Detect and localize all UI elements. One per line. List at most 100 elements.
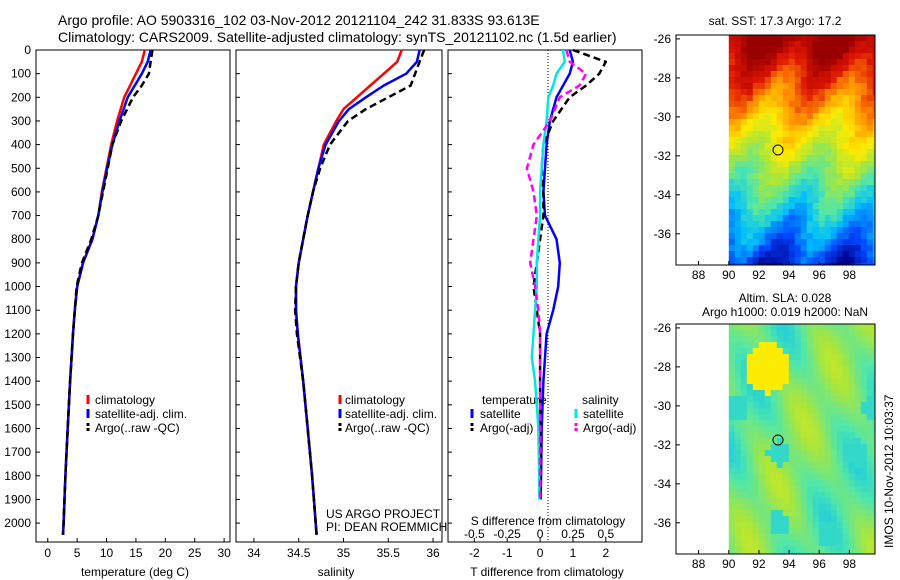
heatmap-cell [824, 420, 832, 427]
heatmap-cell [872, 227, 875, 234]
heatmap-cell [758, 53, 766, 60]
heatmap-cell [872, 71, 875, 78]
heatmap-cell [788, 432, 796, 439]
heatmap-cell [770, 239, 778, 246]
heatmap-cell [836, 438, 844, 445]
heatmap-cell [812, 137, 820, 144]
heatmap-cell [788, 239, 796, 246]
heatmap-cell [860, 209, 868, 216]
heatmap-cell [860, 348, 868, 355]
heatmap-cell [800, 257, 808, 264]
heatmap-cell [872, 221, 875, 228]
heatmap-cell [854, 480, 862, 487]
heatmap-cell [752, 101, 760, 108]
heatmap-cell [746, 504, 754, 511]
heatmap-cell [824, 227, 832, 234]
heatmap-cell [794, 173, 802, 180]
heatmap-cell [764, 203, 772, 210]
heatmap-cell [848, 239, 856, 246]
x-tick-label: 0 [44, 546, 51, 560]
heatmap-cell [788, 125, 796, 132]
heatmap-cell [848, 384, 856, 391]
heatmap-cell [812, 336, 820, 343]
heatmap-cell [866, 402, 874, 409]
heatmap-cell [794, 83, 802, 90]
heatmap-cell [782, 324, 790, 331]
heatmap-cell [824, 125, 832, 132]
heatmap-cell [860, 233, 868, 240]
heatmap-cell [740, 408, 748, 415]
heatmap-cell [824, 534, 832, 541]
heatmap-cell [782, 456, 790, 463]
heatmap-cell [800, 245, 808, 252]
heatmap-cell [740, 444, 748, 451]
heatmap-cell [734, 498, 742, 505]
heatmap-cell [830, 474, 838, 481]
heatmap-cell [860, 77, 868, 84]
heatmap-cell [782, 251, 790, 258]
heatmap-cell [818, 426, 826, 433]
heatmap-cell [764, 251, 772, 258]
heatmap-cell [728, 462, 736, 469]
heatmap-cell [758, 462, 766, 469]
heatmap-cell [854, 438, 862, 445]
heatmap-cell [872, 191, 875, 198]
heatmap-cell [734, 330, 742, 337]
heatmap-cell [830, 426, 838, 433]
heatmap-cell [728, 438, 736, 445]
heatmap-cell [866, 456, 874, 463]
heatmap-cell [836, 95, 844, 102]
heatmap-cell [734, 203, 742, 210]
heatmap-cell [848, 59, 856, 66]
heatmap-cell [746, 77, 754, 84]
heatmap-cell [764, 245, 772, 252]
title-line-2: Climatology: CARS2009. Satellite-adjuste… [58, 29, 617, 45]
heatmap-cell [740, 462, 748, 469]
heatmap-cell [830, 438, 838, 445]
heatmap-cell [872, 47, 875, 54]
heatmap-cell [872, 143, 875, 150]
heatmap-cell [764, 143, 772, 150]
heatmap-cell [764, 444, 772, 451]
heatmap-cell [830, 215, 838, 222]
heatmap-cell [848, 173, 856, 180]
heatmap-cell [842, 540, 850, 547]
heatmap-cell [800, 131, 808, 138]
heatmap-cell [764, 125, 772, 132]
heatmap-cell [812, 528, 820, 535]
heatmap-cell [854, 215, 862, 222]
heatmap-cell [770, 233, 778, 240]
heatmap-cell [770, 35, 778, 42]
heatmap-cell [872, 101, 875, 108]
heatmap-cell [800, 227, 808, 234]
heatmap-cell [860, 179, 868, 186]
heatmap-cell [746, 191, 754, 198]
heatmap-cell [776, 89, 784, 96]
heatmap-cell [806, 492, 814, 499]
heatmap-cell [842, 348, 850, 355]
heatmap-cell [866, 53, 874, 60]
heatmap-cell [806, 197, 814, 204]
heatmap-cell [866, 215, 874, 222]
heatmap-cell [746, 233, 754, 240]
heatmap-cell [728, 209, 736, 216]
heatmap-cell [866, 420, 874, 427]
heatmap-cell [872, 426, 875, 433]
heatmap-cell [782, 197, 790, 204]
heatmap-cell [764, 384, 772, 391]
heatmap-cell [842, 372, 850, 379]
heatmap-cell [788, 456, 796, 463]
heatmap-cell [818, 504, 826, 511]
heatmap-cell [830, 149, 838, 156]
heatmap-cell [812, 534, 820, 541]
heatmap-cell [758, 492, 766, 499]
heatmap-cell [800, 432, 808, 439]
heatmap-cell [842, 35, 850, 42]
heatmap-cell [830, 420, 838, 427]
heatmap-cell [794, 251, 802, 258]
timestamp-stamp: IMOS 10-Nov-2012 10:03:37 [882, 394, 896, 548]
heatmap-cell [812, 342, 820, 349]
heatmap-cell [764, 113, 772, 120]
heatmap-cell [734, 372, 742, 379]
heatmap-cell [752, 396, 760, 403]
